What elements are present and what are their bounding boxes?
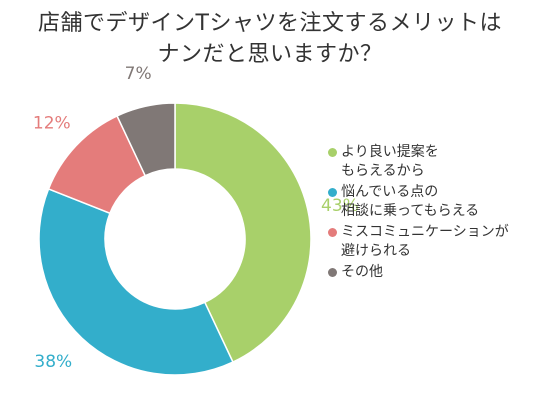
legend-item-3: ミスコミュニケーションが 避けられる bbox=[328, 223, 538, 261]
legend-label-3: ミスコミュニケーションが 避けられる bbox=[341, 223, 509, 261]
donut-slice-2 bbox=[38, 187, 234, 376]
percentage-label-4: 7% bbox=[125, 64, 152, 84]
legend-label-2-line-2: 相談に乗ってもらえる bbox=[341, 203, 480, 219]
legend-item-1: より良い提案を もらえるから bbox=[328, 143, 538, 181]
percentage-label-1: 43% bbox=[321, 196, 359, 216]
legend-label-2-line-1: 悩んでいる点の bbox=[341, 184, 439, 200]
donut-slice-1 bbox=[174, 102, 312, 364]
legend-item-2: 悩んでいる点の相談に乗ってもらえる bbox=[328, 183, 538, 221]
donut-slice-4 bbox=[116, 102, 176, 177]
legend-marker-3 bbox=[328, 228, 337, 237]
legend-label-1: より良い提案を もらえるから bbox=[341, 143, 439, 181]
percentage-labels: 43% 38% 12% 7% bbox=[33, 64, 359, 372]
legend-label-1-line-1: より良い提案を bbox=[341, 144, 439, 160]
legend-label-1-line-2: もらえるから bbox=[341, 163, 425, 179]
percentage-label-2: 38% bbox=[34, 352, 72, 372]
legend-label-4-line-1: その他 bbox=[341, 264, 383, 280]
chart-title-line-2: ナンだと思いますか？ bbox=[157, 42, 383, 67]
donut-slices bbox=[38, 102, 312, 376]
chart-legend: より良い提案を もらえるから 悩んでいる点の 相談に乗ってもらえる ミスコミュニケーショ… bbox=[328, 143, 538, 284]
chart-title: 店舗でデザインTシャツを注文するメリットは ナンだと思いますか？ bbox=[0, 8, 540, 70]
percentage-label-3: 12% bbox=[33, 113, 71, 133]
legend-label-3-line-1: ミスコミュニケーションが bbox=[341, 224, 509, 240]
legend-label-2: 悩んでいる点の相談に乗ってもらえる bbox=[341, 183, 479, 221]
legend-marker-2 bbox=[328, 188, 337, 197]
legend-marker-1 bbox=[328, 148, 337, 157]
chart-title-line-1: 店舗でデザインTシャツを注文するメリットは bbox=[38, 11, 502, 36]
legend-item-4: その他 bbox=[328, 263, 538, 282]
legend-marker-4 bbox=[328, 268, 337, 277]
legend-label-3-line-2: 避けられる bbox=[341, 243, 411, 259]
legend-label-4: その他 bbox=[341, 263, 383, 282]
